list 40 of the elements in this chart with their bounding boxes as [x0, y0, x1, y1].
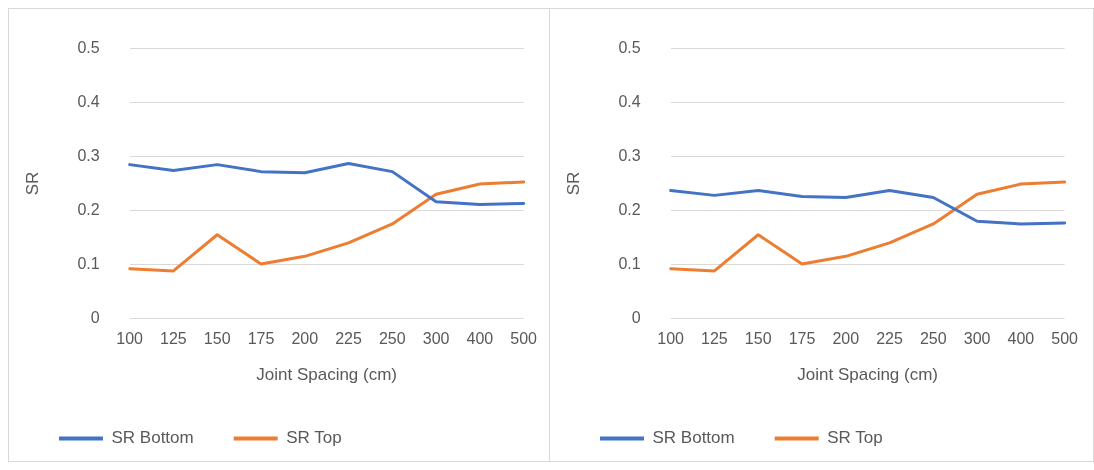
- y-axis-title: SR: [22, 171, 42, 196]
- x-tick-label: 500: [1051, 330, 1079, 348]
- x-tick-label: 150: [744, 330, 772, 348]
- y-tick-label: 0.5: [77, 39, 100, 57]
- y-tick-label: 0.1: [618, 254, 641, 272]
- x-axis-title: Joint Spacing (cm): [256, 365, 398, 385]
- x-tick-label: 125: [701, 330, 728, 348]
- y-tick-label: 0.3: [618, 146, 641, 164]
- x-tick-label: 175: [247, 330, 275, 348]
- legend-label: SR Top: [827, 428, 883, 448]
- x-tick-label: 200: [832, 330, 860, 348]
- x-axis-title: Joint Spacing (cm): [797, 365, 939, 385]
- x-tick-label: 500: [510, 330, 538, 348]
- y-tick-label: 0.3: [77, 146, 100, 164]
- legend-label: SR Bottom: [111, 428, 194, 448]
- y-tick-label: 0.2: [618, 200, 641, 218]
- x-tick-label: 225: [876, 330, 903, 348]
- y-tick-label: 0.5: [618, 39, 641, 57]
- x-tick-label: 200: [291, 330, 319, 348]
- y-tick-label: 0: [631, 308, 641, 326]
- legend-label: SR Bottom: [652, 428, 735, 448]
- y-tick-label: 0.4: [618, 92, 641, 110]
- y-tick-label: 0: [90, 308, 100, 326]
- x-tick-label: 250: [378, 330, 406, 348]
- x-tick-label: 100: [657, 330, 685, 348]
- y-tick-label: 0.4: [77, 92, 100, 110]
- x-tick-label: 125: [160, 330, 187, 348]
- x-tick-label: 400: [466, 330, 494, 348]
- x-tick-label: 100: [116, 330, 144, 348]
- x-tick-label: 300: [963, 330, 991, 348]
- x-tick-label: 175: [788, 330, 816, 348]
- x-tick-label: 300: [422, 330, 450, 348]
- x-tick-label: 400: [1007, 330, 1035, 348]
- x-tick-label: 250: [919, 330, 947, 348]
- x-tick-label: 225: [335, 330, 362, 348]
- y-tick-label: 0.2: [77, 200, 100, 218]
- legend-label: SR Top: [286, 428, 342, 448]
- y-axis-title: SR: [563, 171, 583, 196]
- x-tick-label: 150: [203, 330, 231, 348]
- y-tick-label: 0.1: [77, 254, 100, 272]
